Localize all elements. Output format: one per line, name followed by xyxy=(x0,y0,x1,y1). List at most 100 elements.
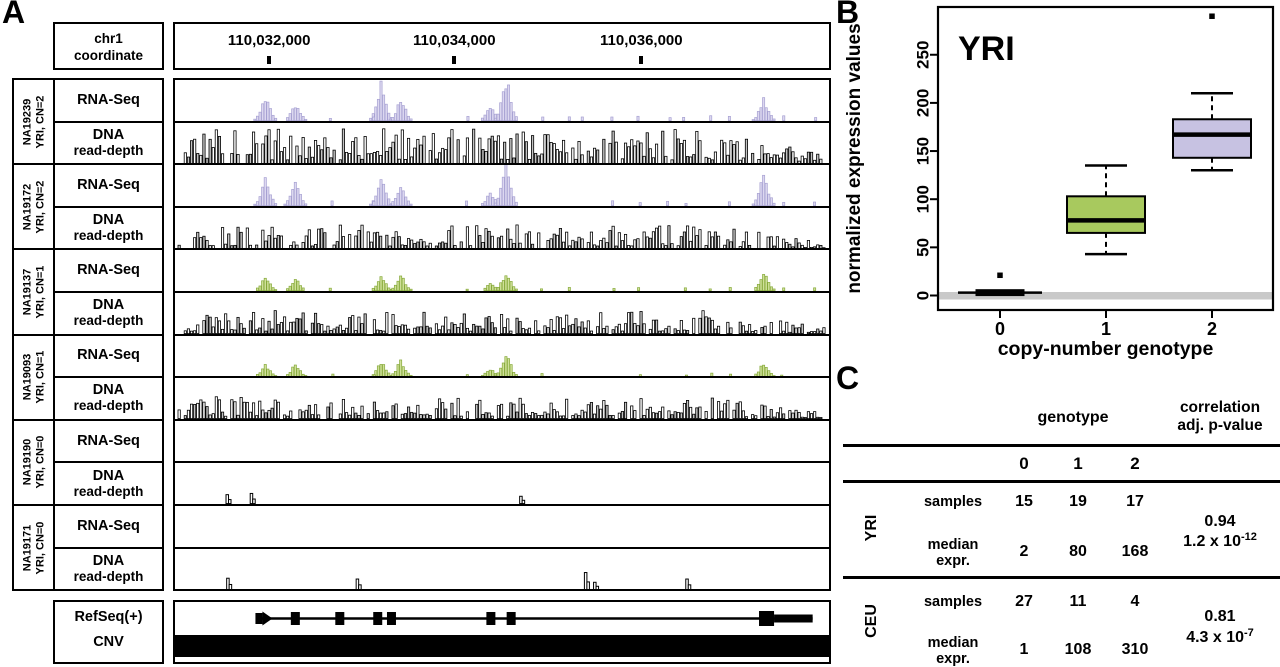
track-column xyxy=(173,163,831,251)
sample-group: NA19171 YRI, CN=0 RNA-Seq DNA read-depth xyxy=(12,503,831,592)
track-label: DNA read-depth xyxy=(53,290,164,336)
sample-name-box: NA19137 YRI, CN=1 xyxy=(12,248,55,336)
x-tick-label: 0 xyxy=(995,319,1005,339)
track-label: DNA read-depth xyxy=(53,205,164,251)
sample-name-rotated: NA19190 YRI, CN=0 xyxy=(21,419,46,505)
track-plot xyxy=(173,461,831,506)
track-plot xyxy=(173,163,831,208)
y-tick-label: 50 xyxy=(913,238,932,257)
sample-population-cn: YRI, CN=2 xyxy=(33,95,46,149)
cnv-label: CNV xyxy=(93,634,124,650)
col-header-2: 2 xyxy=(1130,454,1140,473)
track-plot xyxy=(173,333,831,379)
box-cn1 xyxy=(1066,164,1146,256)
sample-id: NA19137 xyxy=(21,268,33,316)
track-plot xyxy=(173,78,831,123)
y-tick-label: 250 xyxy=(913,41,932,69)
pvalue-ceu: 4.3 x 10-7 xyxy=(1186,626,1254,647)
track-label: DNA read-depth xyxy=(53,376,164,421)
table-cell: 1 xyxy=(1019,641,1029,658)
track-label: RNA-Seq xyxy=(53,163,164,208)
row-label-samples: samples xyxy=(923,594,983,610)
track-label-column: RNA-Seq DNA read-depth xyxy=(53,503,164,592)
track-plot xyxy=(173,290,831,336)
table-cell: 310 xyxy=(1121,641,1149,658)
y-axis-label: normalized expression values xyxy=(844,23,865,293)
correlation-header: correlation adj. p-value xyxy=(1177,399,1263,434)
refseq-gene-model xyxy=(175,611,829,657)
coordinate-tick-label: 110,036,000 xyxy=(600,32,683,49)
track-label-column: RNA-Seq DNA read-depth xyxy=(53,333,164,421)
sample-name-rotated: NA19239 YRI, CN=2 xyxy=(21,79,46,165)
table-cell: 80 xyxy=(1069,543,1087,560)
rowgroup-yri: YRI xyxy=(863,514,880,542)
panel-a-label: A xyxy=(2,0,26,30)
correlation-value-ceu: 0.81 xyxy=(1204,608,1236,625)
sample-population-cn: YRI, CN=1 xyxy=(33,265,46,319)
sample-id: NA19093 xyxy=(21,353,33,401)
track-label-column: RNA-Seq DNA read-depth xyxy=(53,248,164,336)
coordinate-tick-label: 110,032,000 xyxy=(227,32,311,49)
track-histogram xyxy=(253,165,816,206)
x-tick-label: 1 xyxy=(1101,319,1111,339)
gap xyxy=(164,248,173,335)
track-column xyxy=(173,248,831,336)
table-cell: 27 xyxy=(1015,593,1033,610)
track-histogram xyxy=(175,506,829,547)
coordinate-header-line1: chr1 xyxy=(94,31,123,46)
track-plot xyxy=(173,205,831,251)
track-histogram xyxy=(253,80,818,121)
track-histogram xyxy=(183,128,823,164)
row-label-samples: samples xyxy=(923,494,983,510)
track-histogram xyxy=(177,224,826,249)
track-label: DNA read-depth xyxy=(53,461,164,506)
sample-name-box: NA19190 YRI, CN=0 xyxy=(12,418,55,506)
sample-id: NA19239 xyxy=(21,98,33,145)
track-label-column: RNA-Seq DNA read-depth xyxy=(53,78,164,166)
track-histogram xyxy=(226,571,692,590)
table-cell: 4 xyxy=(1130,593,1140,610)
track-plot xyxy=(173,418,831,464)
coordinate-header-label: chr1 coordinate xyxy=(53,22,164,70)
gap xyxy=(164,504,173,591)
track-histogram xyxy=(225,493,526,504)
sample-name-rotated: NA19137 YRI, CN=1 xyxy=(21,249,46,335)
sample-population-cn: YRI, CN=0 xyxy=(33,435,46,489)
track-label: DNA read-depth xyxy=(53,546,164,592)
table-rule xyxy=(843,576,1280,579)
y-tick-label: 150 xyxy=(913,137,932,165)
gap xyxy=(164,78,173,165)
x-tick-label: 2 xyxy=(1207,319,1217,339)
col-header-0: 0 xyxy=(1019,454,1029,473)
row-label-median: median expr. xyxy=(927,635,979,667)
track-label: RNA-Seq xyxy=(53,503,164,549)
track-plot xyxy=(173,248,831,293)
track-label: RNA-Seq xyxy=(53,248,164,293)
gap xyxy=(164,419,173,506)
table-cell: 168 xyxy=(1121,543,1149,560)
y-tick-label: 200 xyxy=(913,89,932,117)
table-cell: 19 xyxy=(1069,493,1087,510)
y-tick-label: 0 xyxy=(913,291,932,300)
panel-b-label: B xyxy=(836,0,860,30)
row-label-median: median expr. xyxy=(927,537,979,569)
sample-population-cn: YRI, CN=2 xyxy=(33,180,46,234)
track-label: RNA-Seq xyxy=(53,333,164,379)
box-cn2 xyxy=(1172,13,1252,172)
sample-name-box: NA19171 YRI, CN=0 xyxy=(12,503,55,592)
track-label: RNA-Seq xyxy=(53,418,164,464)
sample-name-box: NA19239 YRI, CN=2 xyxy=(12,78,55,166)
table-rule xyxy=(843,480,1280,483)
track-label: DNA read-depth xyxy=(53,120,164,166)
gene-cnv-track xyxy=(173,600,831,664)
sample-group: NA19093 YRI, CN=1 RNA-Seq DNA read-depth xyxy=(12,333,831,421)
coordinate-ruler: 110,032,000 110,034,000 110,036,000 xyxy=(173,22,831,70)
panel-c-label: C xyxy=(836,360,860,396)
gap xyxy=(164,334,173,421)
rowgroup-ceu: CEU xyxy=(863,604,880,638)
track-column xyxy=(173,78,831,166)
track-plot xyxy=(173,546,831,592)
sample-group: NA19239 YRI, CN=2 RNA-Seq DNA read-depth xyxy=(12,78,831,166)
table-cell: 11 xyxy=(1069,593,1087,610)
